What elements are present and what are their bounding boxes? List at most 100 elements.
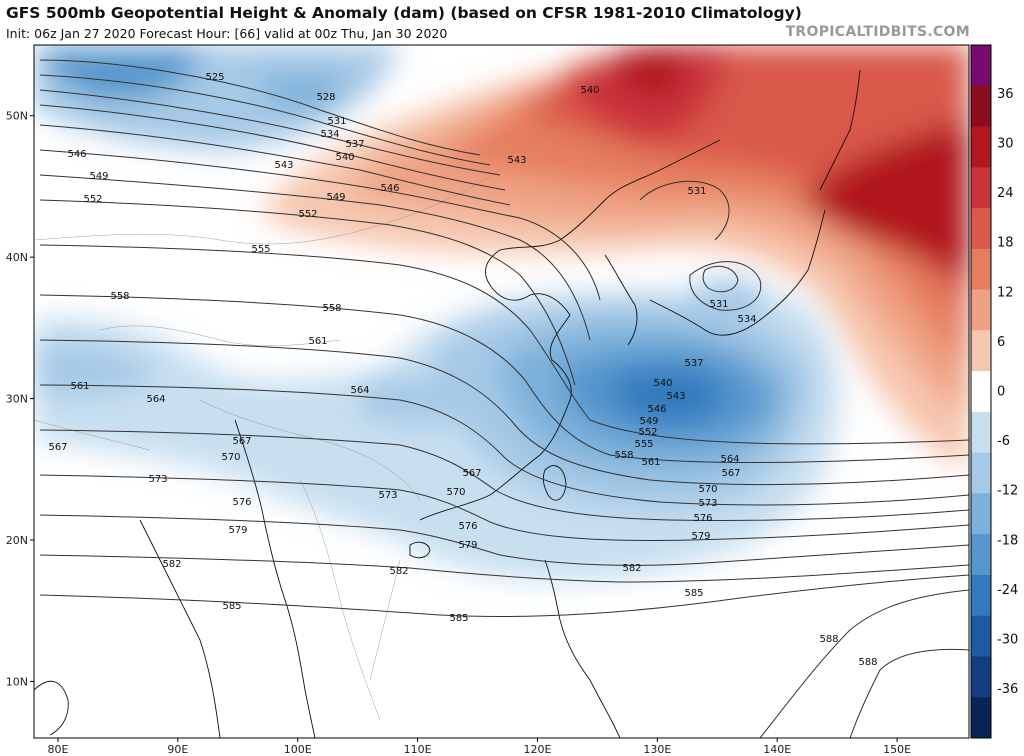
contour-label: 582 [162,559,181,570]
contour-label: 585 [449,613,468,624]
colorbar-tick-label: 36 [997,87,1014,102]
contour-label: 546 [67,149,86,160]
colorbar-swatch [971,85,991,128]
contour-label: 552 [83,194,102,205]
lon-label: 140E [763,743,791,756]
colorbar-swatch [971,330,991,372]
lat-label: 50N [6,110,28,123]
contour-label: 576 [458,521,477,532]
contour-label: 564 [146,394,165,405]
colorbar-swatch [971,289,991,331]
contour-label: 546 [380,183,399,194]
contour-label: 531 [327,116,346,127]
colorbar-tick-label: 24 [997,186,1014,201]
colorbar-swatch [971,167,991,209]
coastline-lines [34,69,861,738]
lon-label: 150E [883,743,911,756]
forecast-subtitle: Init: 06z Jan 27 2020 Forecast Hour: [66… [6,26,448,41]
colorbar-swatch [971,615,991,657]
contour-label: 570 [446,487,465,498]
contour-label: 561 [641,457,660,468]
contour-label: 567 [48,442,67,453]
contour-label: 579 [458,540,477,551]
colorbar-swatch [971,248,991,291]
contour-label: 525 [205,72,224,83]
contour-label: 543 [666,391,685,402]
lat-label: 10N [6,675,28,688]
colorbar-tick-label: -30 [997,632,1018,647]
colorbar-tick-label: -12 [997,484,1018,499]
contour-label: 546 [647,404,666,415]
contour-label: 543 [507,155,526,166]
lon-label: 130E [643,743,671,756]
lon-label: 100E [284,743,312,756]
contour-label: 567 [232,436,251,447]
colorbar-swatch [971,493,991,535]
contour-label: 540 [580,85,599,96]
contour-label: 534 [320,129,339,140]
colorbar-tick-label: 0 [997,385,1005,400]
contour-label: 555 [251,244,270,255]
contour-label: 576 [232,497,251,508]
contour-label: 543 [274,160,293,171]
contour-label: 558 [110,291,129,302]
contour-label: 555 [634,439,653,450]
lat-label: 30N [6,393,28,406]
contour-label: 570 [221,452,240,463]
colorbar-swatch [971,45,991,87]
lon-label: 80E [47,743,68,756]
contour-label: 549 [89,171,108,182]
contour-label: 588 [819,634,838,645]
colorbar-swatch [971,697,991,739]
colorbar-tick-label: -6 [997,434,1010,449]
colorbar-tick-label: -36 [997,682,1018,697]
contour-label: 585 [222,601,241,612]
contour-label: 561 [70,381,89,392]
contour-label: 564 [350,385,369,396]
lat-label: 40N [6,251,28,264]
contour-label: 531 [709,299,728,310]
colorbar-tick-label: 30 [997,137,1014,152]
contour-label: 573 [378,490,397,501]
contour-label: 531 [687,186,706,197]
colorbar-swatch [971,656,991,698]
colorbar-frame [970,44,992,739]
colorbar-swatch [971,452,991,494]
contour-label: 552 [638,427,657,438]
lon-label: 120E [523,743,551,756]
contour-label: 570 [698,484,717,495]
contour-label: 573 [698,498,717,509]
contour-label: 558 [322,303,341,314]
lat-label: 20N [6,534,28,547]
contour-label: 585 [684,588,703,599]
brand-label[interactable]: TROPICALTIDBITS.COM [785,24,970,40]
colorbar-swatch [971,411,991,454]
colorbar-swatch [971,574,991,617]
contour-label: 537 [684,358,703,369]
colorbar-tick-label: -24 [997,583,1018,598]
latitude-labels: 10N 20N 30N 40N 50N [6,110,34,688]
colorbar-tick-label: 18 [997,236,1014,251]
contour-label: 579 [228,525,247,536]
height-contours [39,59,969,738]
contour-label: 579 [691,531,710,542]
colorbar-tick-label: -18 [997,533,1018,548]
lon-label: 90E [167,743,188,756]
contour-label: 540 [335,152,354,163]
colorbar-swatch [971,208,991,250]
contour-label: 549 [639,416,658,427]
contour-label: 552 [298,209,317,220]
contour-label: 549 [326,192,345,203]
contour-label: 588 [858,657,877,668]
contour-label: 561 [308,336,327,347]
contour-label: 537 [345,139,364,150]
contour-label: 573 [148,474,167,485]
colorbar-swatch [971,534,991,576]
contour-label: 567 [721,468,740,479]
colorbar: 36 30 24 18 12 6 0 -6 -12 -18 -24 -30 -36 [970,44,1018,739]
contour-label: 567 [462,468,481,479]
contour-label: 582 [389,566,408,577]
plot-frame [33,44,970,739]
colorbar-swatch [971,126,991,168]
